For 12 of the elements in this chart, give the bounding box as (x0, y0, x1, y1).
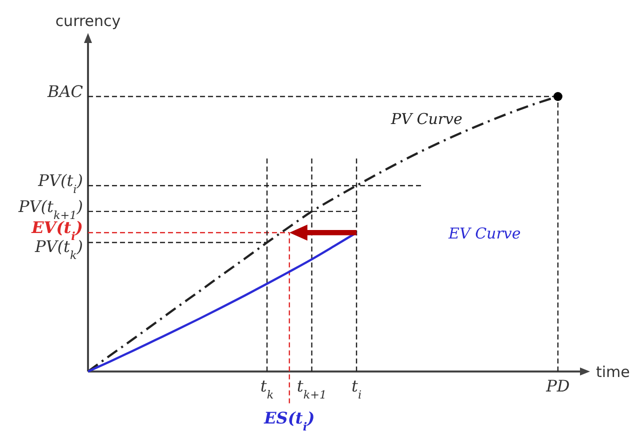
x-tick-label: PD (545, 376, 570, 396)
x-tick-label: t$_{k}$ (260, 376, 274, 401)
x-axis-title: time (596, 362, 630, 381)
series-label: BAC (46, 82, 83, 102)
x-tick-label: ES(t$_{i}$) (263, 408, 315, 434)
x-tick-label: t$_{k+1}$ (296, 376, 327, 401)
y-axis-title: currency (55, 12, 121, 30)
series-label: PV(t$_{k+1}$) (17, 197, 83, 222)
x-tick-label: t$_{i}$ (352, 376, 362, 401)
series-label: PV Curve (390, 110, 463, 128)
series-label: PV(t$_{i}$) (37, 171, 83, 196)
text: EV Curve (448, 224, 521, 243)
